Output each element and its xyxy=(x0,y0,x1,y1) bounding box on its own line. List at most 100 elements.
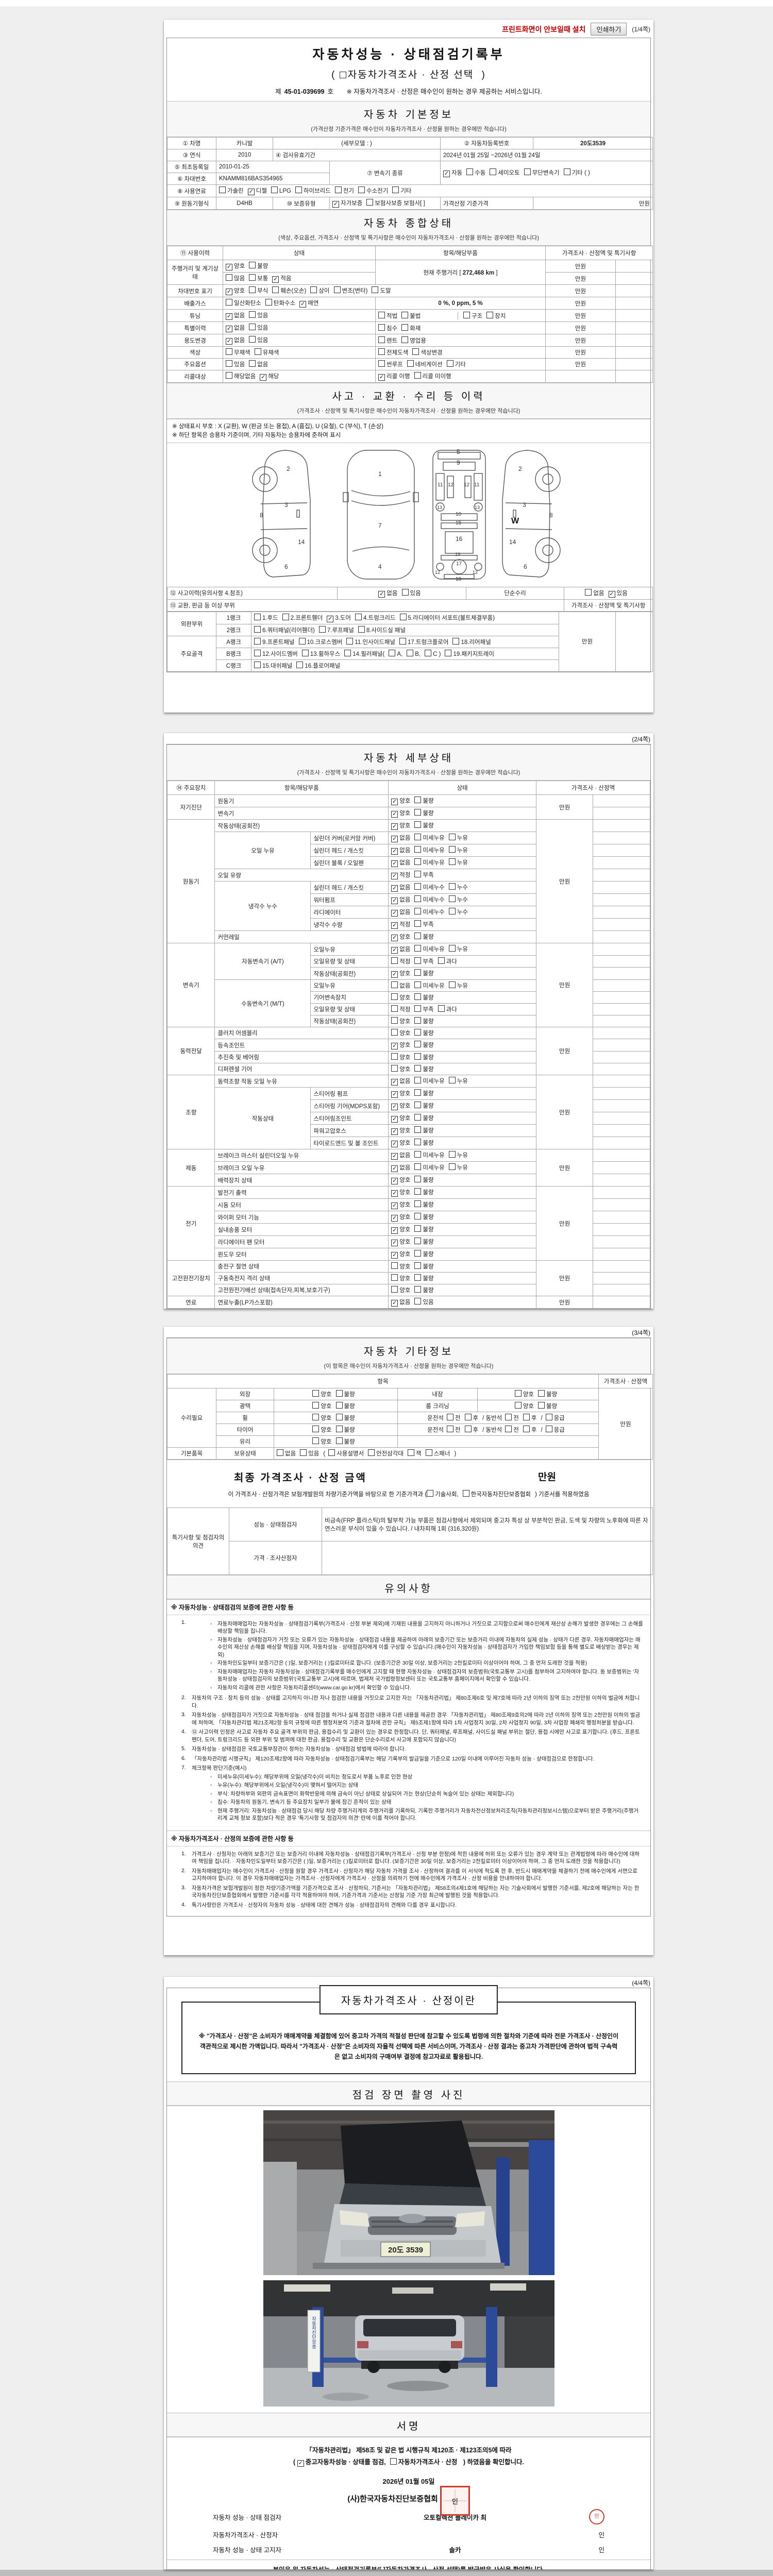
checkbox-option[interactable]: 장치 xyxy=(486,311,506,320)
unchecked-checkbox-icon[interactable] xyxy=(414,1126,422,1133)
unchecked-checkbox-icon[interactable] xyxy=(249,274,256,281)
checkbox-option[interactable]: 미세누수 xyxy=(414,883,445,891)
checkbox-option[interactable]: 일산화탄소 xyxy=(226,299,261,307)
checkbox-option[interactable]: 불량 xyxy=(335,1426,355,1434)
checked-checkbox-icon[interactable]: ✓ xyxy=(272,276,279,283)
checkbox-option[interactable]: 기타 ( ) xyxy=(563,168,590,177)
unchecked-checkbox-icon[interactable] xyxy=(249,360,256,367)
checked-checkbox-icon[interactable]: ✓ xyxy=(226,289,232,295)
checkbox-option[interactable]: 부족 xyxy=(414,1005,434,1013)
checkbox-option[interactable]: 양호 xyxy=(391,1262,410,1270)
unchecked-checkbox-icon[interactable] xyxy=(399,637,407,645)
checkbox-option[interactable]: 불량 xyxy=(414,1213,434,1221)
checkbox-option[interactable]: ✓ 해당 xyxy=(260,372,279,381)
checked-checkbox-icon[interactable]: ✓ xyxy=(391,1128,398,1135)
checkbox-option[interactable]: ✓ 양호 xyxy=(226,262,245,270)
unchecked-checkbox-icon[interactable] xyxy=(448,981,456,988)
checkbox-option[interactable]: 전 xyxy=(446,1426,461,1434)
checkbox-option[interactable]: 전기 xyxy=(334,187,354,195)
checkbox-option[interactable]: 미세누유 xyxy=(414,834,445,842)
checkbox-option[interactable]: 잭 xyxy=(408,1449,422,1458)
unchecked-checkbox-icon[interactable] xyxy=(389,649,396,656)
checkbox-option[interactable]: 해당없음 xyxy=(226,372,256,380)
checkbox-option[interactable]: ✓ 매연 xyxy=(299,299,318,308)
checked-checkbox-icon[interactable]: ✓ xyxy=(260,374,267,381)
checkbox-option[interactable]: 누수 xyxy=(448,908,468,916)
checked-checkbox-icon[interactable]: ✓ xyxy=(378,374,385,381)
checkbox-option[interactable]: 하이브리드 xyxy=(295,187,331,195)
unchecked-checkbox-icon[interactable] xyxy=(414,846,422,853)
unchecked-checkbox-icon[interactable] xyxy=(414,1029,422,1036)
unchecked-checkbox-icon[interactable] xyxy=(407,360,414,367)
unchecked-checkbox-icon[interactable] xyxy=(414,1250,422,1257)
checked-checkbox-icon[interactable]: ✓ xyxy=(297,2460,304,2467)
unchecked-checkbox-icon[interactable] xyxy=(391,993,398,1000)
checkbox-option[interactable]: 17.트렁크플로어 xyxy=(399,637,448,646)
checkbox-option[interactable]: 불량 xyxy=(414,821,434,829)
unchecked-checkbox-icon[interactable] xyxy=(300,1449,307,1456)
checkbox-option[interactable]: 13.휠하우스 xyxy=(301,649,340,658)
checkbox-option[interactable]: ✓ 없음 xyxy=(391,908,410,917)
unchecked-checkbox-icon[interactable] xyxy=(414,1041,422,1047)
unchecked-checkbox-icon[interactable] xyxy=(226,348,232,355)
checkbox-option[interactable]: 불량 xyxy=(414,1238,434,1246)
unchecked-checkbox-icon[interactable] xyxy=(414,809,422,816)
unchecked-checkbox-icon[interactable] xyxy=(407,649,414,656)
unchecked-checkbox-icon[interactable] xyxy=(249,324,256,330)
unchecked-checkbox-icon[interactable] xyxy=(414,1163,422,1170)
checkbox-option[interactable]: ✓ 없음 xyxy=(226,324,245,332)
checkbox-option[interactable]: 있음 xyxy=(249,336,268,344)
checkbox-option[interactable]: 불량 xyxy=(414,1286,434,1294)
unchecked-checkbox-icon[interactable] xyxy=(312,1414,320,1420)
checkbox-option[interactable]: ✓ 양호 xyxy=(391,1089,410,1098)
checkbox-option[interactable]: ✓ 자동 xyxy=(443,168,462,177)
unchecked-checkbox-icon[interactable] xyxy=(414,1089,422,1096)
unchecked-checkbox-icon[interactable] xyxy=(523,1426,530,1432)
checkbox-option[interactable]: 미세누유 xyxy=(414,1151,445,1159)
checkbox-option[interactable]: ✓ 양호 xyxy=(391,1041,410,1049)
unchecked-checkbox-icon[interactable] xyxy=(335,1390,343,1397)
checkbox-option[interactable]: 양호 xyxy=(391,1017,410,1025)
checked-checkbox-icon[interactable]: ✓ xyxy=(391,1165,398,1172)
checkbox-option[interactable]: 보험사보증 보험사[ ] xyxy=(366,199,425,207)
checkbox-option[interactable]: ✓ 양호 xyxy=(391,1250,410,1259)
checkbox-option[interactable]: ✓ 없음 xyxy=(378,589,398,598)
unchecked-checkbox-icon[interactable] xyxy=(295,187,302,193)
checkbox-option[interactable]: ✓ 양호 xyxy=(391,1225,410,1234)
checked-checkbox-icon[interactable]: ✓ xyxy=(391,860,398,867)
checkbox-option[interactable]: ✓ 적정 xyxy=(391,920,410,929)
unchecked-checkbox-icon[interactable] xyxy=(226,372,232,379)
checkbox-option[interactable]: 자동차가격조사 · 산정 선택 xyxy=(339,67,474,81)
checkbox-option[interactable]: ✓ 양호 xyxy=(391,1238,410,1246)
unchecked-checkbox-icon[interactable] xyxy=(249,286,256,293)
checkbox-option[interactable]: 부식 xyxy=(249,286,268,295)
checked-checkbox-icon[interactable]: ✓ xyxy=(391,1116,398,1123)
checkbox-option[interactable]: ✓ 없음 xyxy=(391,858,410,867)
checkbox-option[interactable]: ✓ 양호 xyxy=(391,1114,410,1123)
checkbox-option[interactable]: 16.플로어패널 xyxy=(296,661,340,670)
checked-checkbox-icon[interactable]: ✓ xyxy=(327,615,334,622)
checkbox-option[interactable]: 불량 xyxy=(414,1053,434,1061)
checkbox-option[interactable]: ✓ 없음 xyxy=(391,834,410,842)
checkbox-option[interactable]: 불량 xyxy=(414,1114,434,1122)
unchecked-checkbox-icon[interactable] xyxy=(414,1274,422,1281)
unchecked-checkbox-icon[interactable] xyxy=(391,1262,398,1269)
checkbox-option[interactable]: 양호 xyxy=(391,993,410,1002)
unchecked-checkbox-icon[interactable] xyxy=(414,1053,422,1060)
unchecked-checkbox-icon[interactable] xyxy=(545,1414,552,1420)
unchecked-checkbox-icon[interactable] xyxy=(412,348,419,355)
unchecked-checkbox-icon[interactable] xyxy=(448,858,456,865)
unchecked-checkbox-icon[interactable] xyxy=(446,1414,453,1420)
unchecked-checkbox-icon[interactable] xyxy=(448,895,456,902)
checkbox-option[interactable]: ✓ 적정 xyxy=(391,871,410,879)
checkbox-option[interactable]: ✓ 중고자동차성능 · 상태를 점검, xyxy=(297,2456,386,2467)
checked-checkbox-icon[interactable]: ✓ xyxy=(391,1227,398,1234)
checkbox-option[interactable]: 불량 xyxy=(335,1414,355,1422)
unchecked-checkbox-icon[interactable] xyxy=(414,1101,422,1108)
checkbox-option[interactable]: 미세누유 xyxy=(414,858,445,867)
checked-checkbox-icon[interactable]: ✓ xyxy=(391,1240,398,1246)
unchecked-checkbox-icon[interactable] xyxy=(312,1390,320,1397)
checkbox-option[interactable]: 누수 xyxy=(448,883,468,891)
checkbox-option[interactable]: 적정 xyxy=(391,1005,410,1013)
unchecked-checkbox-icon[interactable] xyxy=(310,286,317,293)
